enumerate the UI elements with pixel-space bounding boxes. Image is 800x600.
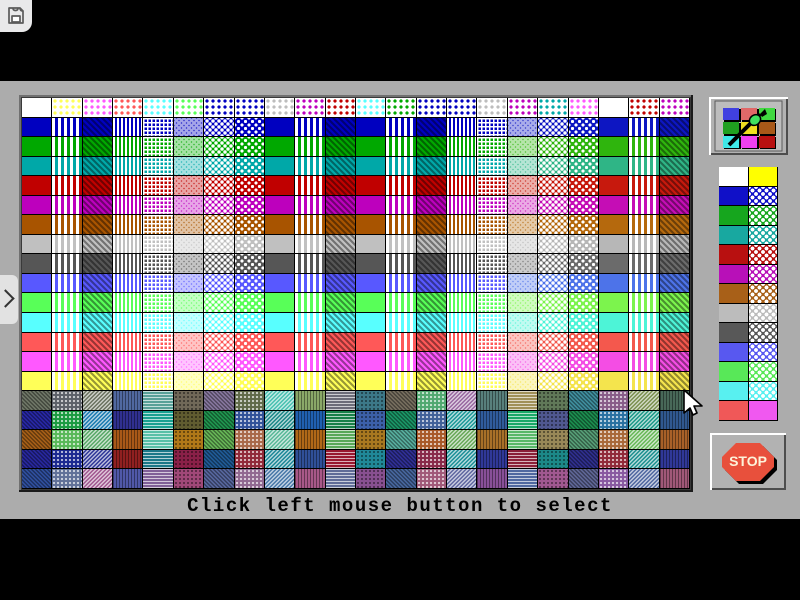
svg-text:STOP: STOP <box>729 453 767 469</box>
